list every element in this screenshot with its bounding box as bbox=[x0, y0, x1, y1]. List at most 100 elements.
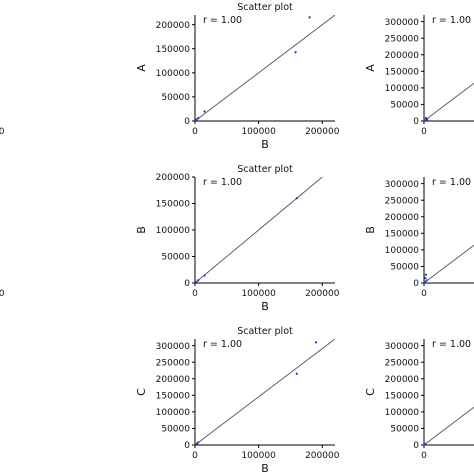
x-tick-label: 200000 bbox=[0, 289, 5, 299]
scatter-panel: Scatter plot100000200000A bbox=[0, 289, 5, 299]
scatter-panel: Scatter plot0100000200000A bbox=[0, 127, 5, 137]
correlation-label: r = 1.00 bbox=[203, 339, 242, 350]
y-axis-label: C bbox=[135, 388, 148, 396]
y-tick-label: 100000 bbox=[156, 408, 191, 418]
scatter-panel: Scatter plot r = 1.00 0 100000 200000 0 50000 1… bbox=[135, 164, 340, 313]
y-tick-label: 150000 bbox=[385, 230, 420, 240]
data-point bbox=[203, 110, 206, 113]
x-tick-label: 0 bbox=[421, 127, 427, 137]
fit-line bbox=[195, 177, 323, 283]
data-point bbox=[197, 279, 200, 282]
y-tick-label: 0 bbox=[413, 441, 419, 451]
scatter-panel: Sr = 1.000050000100000150000200000250000… bbox=[364, 177, 474, 299]
y-tick-label: 250000 bbox=[385, 34, 420, 44]
scatter-panel: Scatter plot r = 1.00 0 100000 200000 0 50000 1… bbox=[135, 2, 340, 151]
correlation-label: r = 1.00 bbox=[432, 339, 471, 350]
y-tick-label: 200000 bbox=[385, 51, 420, 61]
y-tick-label: 300000 bbox=[385, 18, 420, 28]
data-point bbox=[203, 274, 206, 277]
data-point bbox=[425, 279, 428, 282]
plot-title: Scatter plot bbox=[237, 326, 293, 337]
y-tick-label: 50000 bbox=[161, 425, 190, 435]
data-point bbox=[295, 372, 298, 375]
y-tick-label: 150000 bbox=[156, 200, 191, 210]
fit-line bbox=[424, 244, 474, 283]
y-axis-label: B bbox=[135, 226, 148, 234]
x-tick-label: 0 bbox=[192, 451, 198, 461]
x-tick-label: 0 bbox=[421, 289, 427, 299]
data-point bbox=[423, 280, 426, 284]
plot-title: Scatter plot bbox=[237, 164, 293, 175]
x-tick-label: 200000 bbox=[0, 127, 5, 137]
data-point bbox=[308, 16, 311, 19]
data-point bbox=[195, 442, 199, 445]
y-tick-label: 150000 bbox=[385, 68, 420, 78]
correlation-label: r = 1.00 bbox=[432, 15, 471, 26]
y-tick-label: 100000 bbox=[156, 69, 191, 79]
y-tick-label: 0 bbox=[184, 441, 190, 451]
y-tick-label: 250000 bbox=[156, 358, 191, 368]
correlation-label: r = 1.00 bbox=[203, 177, 242, 188]
y-tick-label: 300000 bbox=[385, 342, 420, 352]
data-point bbox=[197, 117, 200, 120]
y-tick-label: 150000 bbox=[156, 392, 191, 402]
data-point bbox=[195, 118, 198, 121]
x-tick-label: 100000 bbox=[241, 451, 276, 461]
data-point bbox=[423, 443, 426, 446]
x-tick-label: 0 bbox=[192, 127, 198, 137]
y-tick-label: 150000 bbox=[156, 45, 191, 55]
y-tick-label: 50000 bbox=[161, 253, 190, 263]
data-point bbox=[424, 276, 427, 280]
plot-title: Scatter plot bbox=[237, 2, 293, 13]
y-tick-label: 200000 bbox=[385, 375, 420, 385]
y-tick-label: 50000 bbox=[390, 263, 419, 273]
fit-line bbox=[195, 339, 335, 445]
y-tick-label: 200000 bbox=[156, 173, 191, 183]
y-tick-label: 50000 bbox=[390, 425, 419, 435]
y-tick-label: 300000 bbox=[156, 342, 191, 352]
x-tick-label: 200000 bbox=[305, 289, 340, 299]
y-tick-label: 100000 bbox=[385, 246, 420, 256]
data-point bbox=[195, 280, 198, 284]
x-axis-label: B bbox=[261, 138, 269, 151]
data-point bbox=[294, 51, 297, 54]
fit-line bbox=[424, 82, 474, 121]
y-tick-label: 0 bbox=[184, 117, 190, 127]
y-tick-label: 100000 bbox=[385, 84, 420, 94]
y-tick-label: 200000 bbox=[385, 213, 420, 223]
x-axis-label: B bbox=[261, 300, 269, 313]
y-axis-label: A bbox=[364, 64, 377, 72]
y-tick-label: 150000 bbox=[385, 392, 420, 402]
correlation-label: r = 1.00 bbox=[432, 177, 471, 188]
x-tick-label: 0 bbox=[192, 289, 198, 299]
y-tick-label: 50000 bbox=[161, 93, 190, 103]
y-tick-label: 200000 bbox=[156, 21, 191, 31]
scatter-panel: Sr = 1.000050000100000150000200000250000… bbox=[364, 339, 474, 461]
y-tick-label: 50000 bbox=[390, 101, 419, 111]
y-axis-label: C bbox=[364, 388, 377, 396]
correlation-label: r = 1.00 bbox=[203, 15, 242, 26]
data-point bbox=[295, 197, 298, 200]
y-tick-label: 100000 bbox=[156, 226, 191, 236]
y-tick-label: 200000 bbox=[156, 375, 191, 385]
y-axis-label: B bbox=[364, 226, 377, 234]
y-tick-label: 300000 bbox=[385, 180, 420, 190]
x-tick-label: 200000 bbox=[305, 127, 340, 137]
fit-line bbox=[195, 15, 335, 121]
scatter-panel: Scatter plot r = 1.00 0 100000 200000 0 50000 1… bbox=[135, 326, 340, 474]
data-point bbox=[314, 341, 318, 344]
x-axis-label: B bbox=[261, 462, 269, 474]
y-axis-label: A bbox=[135, 64, 148, 72]
y-tick-label: 250000 bbox=[385, 196, 420, 206]
y-tick-label: 0 bbox=[413, 117, 419, 127]
y-tick-label: 0 bbox=[184, 279, 190, 289]
x-tick-label: 100000 bbox=[241, 127, 276, 137]
data-point bbox=[424, 116, 428, 120]
x-tick-label: 200000 bbox=[305, 451, 340, 461]
fit-line bbox=[424, 406, 474, 445]
y-tick-label: 0 bbox=[413, 279, 419, 289]
x-tick-label: 0 bbox=[421, 451, 427, 461]
data-point bbox=[424, 273, 428, 276]
y-tick-label: 250000 bbox=[385, 358, 420, 368]
